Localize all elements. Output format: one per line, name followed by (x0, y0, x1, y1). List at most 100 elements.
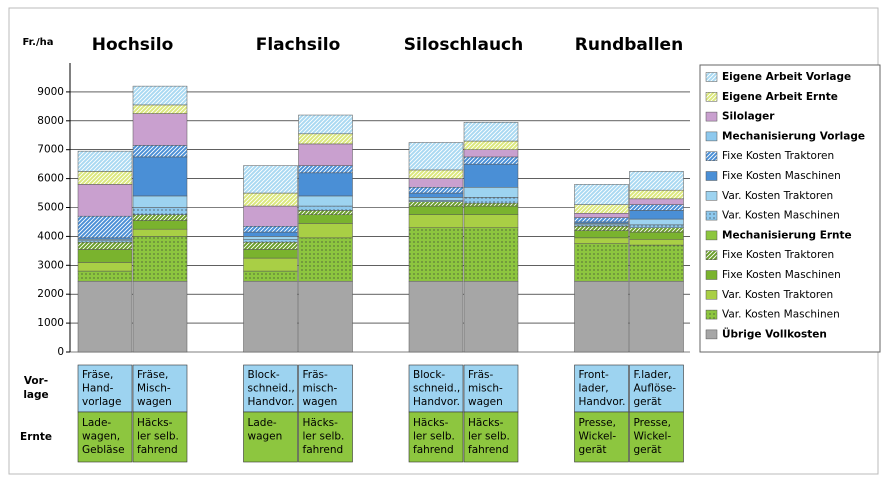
cell-text: fahrend (468, 444, 509, 456)
bar-segment (408, 280, 464, 353)
bar-segment (408, 178, 464, 188)
ernte-cell (574, 411, 629, 463)
bar-segment (243, 249, 298, 259)
ernte-cell (298, 411, 353, 463)
legend-swatch (705, 191, 718, 201)
bar-segment (132, 195, 188, 208)
bar-segment (243, 280, 298, 353)
bar-segment (298, 280, 353, 353)
cell-text: Fräse, (137, 369, 168, 381)
cell-text: gerät (634, 444, 662, 456)
cell-text: Fräse, (82, 369, 113, 381)
bar-segment (629, 239, 684, 246)
bar-segment (132, 156, 188, 197)
bar-segment (132, 145, 188, 158)
vorlage-cell (463, 364, 519, 413)
cell-text: Häcks- (137, 417, 173, 429)
bar-segment (298, 195, 353, 207)
cell-text: Fräs- (468, 369, 493, 381)
bar-segment (132, 104, 188, 114)
bar-segment (408, 201, 464, 207)
bar-segment (77, 249, 133, 263)
cell-text: Handvor. (413, 396, 460, 408)
legend-swatch (705, 329, 718, 340)
bar-segment (574, 237, 629, 244)
ernte-cell (132, 411, 188, 463)
bar-segment (298, 114, 353, 135)
cell-text: wagen (137, 396, 172, 408)
legend-box (699, 64, 881, 353)
cell-text: Gebläse (82, 444, 125, 456)
bar-segment (629, 218, 684, 226)
cell-text: Block- (248, 369, 280, 381)
cell-text: Handvor. (579, 396, 626, 408)
bar-segment (629, 171, 684, 191)
bar-segment (408, 214, 464, 228)
cell-text: schneid., (413, 383, 460, 395)
cell-text: misch- (303, 383, 338, 395)
bar-segment (243, 226, 298, 233)
bar-segment (243, 165, 298, 194)
bar-segment (463, 227, 519, 282)
legend-label: Mechanisierung Vorlage (722, 130, 865, 142)
bar-segment (132, 207, 188, 215)
bar-segment (77, 262, 133, 272)
bar-segment (77, 184, 133, 217)
cell-text: lader, (579, 383, 609, 395)
bar-segment (629, 189, 684, 200)
cell-text: Auflöse- (634, 383, 677, 395)
legend-swatch (705, 131, 718, 142)
cell-text: ler selb. (303, 431, 345, 443)
cell-text: Misch- (137, 383, 171, 395)
cell-text: ler selb. (413, 431, 455, 443)
cell-text: ler selb. (137, 431, 179, 443)
bar-segment (298, 143, 353, 166)
bar-segment (408, 142, 464, 171)
bar-segment (243, 236, 298, 240)
bar-segment (298, 223, 353, 239)
bar-segment (629, 280, 684, 353)
cell-text: gerät (634, 396, 662, 408)
y-tick-label: 9000 (37, 86, 64, 98)
bar-segment (132, 236, 188, 282)
cell-text: F.lader, (634, 369, 672, 381)
bar-segment (463, 214, 519, 228)
cell-text: Handvor. (248, 396, 295, 408)
cell-text: Wickel- (634, 431, 672, 443)
bar-segment (408, 187, 464, 194)
vorlage-cell (408, 364, 464, 413)
bar-segment (243, 257, 298, 272)
legend-label: Fixe Kosten Maschinen (722, 170, 841, 182)
cell-text: misch- (468, 383, 503, 395)
legend-label: Fixe Kosten Maschinen (722, 269, 841, 281)
cell-text: Häcks- (468, 417, 504, 429)
group-title: Hochsilo (92, 35, 174, 55)
legend-label: Eigene Arbeit Ernte (722, 91, 838, 103)
row-label: Ernte (20, 431, 52, 443)
bar-segment (463, 163, 519, 188)
y-tick-label: 3000 (37, 259, 64, 271)
legend-swatch (705, 72, 718, 82)
ernte-cell (243, 411, 298, 463)
bar-segment (243, 192, 298, 207)
y-tick-label: 5000 (37, 202, 64, 214)
cell-text: Häcks- (413, 417, 449, 429)
bar-segment (463, 149, 519, 158)
vorlage-cell (243, 364, 298, 413)
cell-text: Front- (579, 369, 610, 381)
bar-segment (77, 215, 133, 239)
bar-segment (574, 226, 629, 231)
bar-segment (132, 214, 188, 221)
cell-text: Häcks- (303, 417, 339, 429)
bar-segment (463, 187, 519, 198)
cell-text: Lade- (82, 417, 111, 429)
bar-segment (132, 280, 188, 353)
ernte-cell (77, 411, 133, 463)
legend-label: Mechanisierung Ernte (722, 229, 852, 241)
vorlage-cell (132, 364, 188, 413)
bar-segment (77, 171, 133, 185)
y-tick-label: 8000 (37, 115, 64, 127)
bar-segment (629, 224, 684, 228)
legend-label: Übrige Vollkosten (722, 326, 827, 340)
